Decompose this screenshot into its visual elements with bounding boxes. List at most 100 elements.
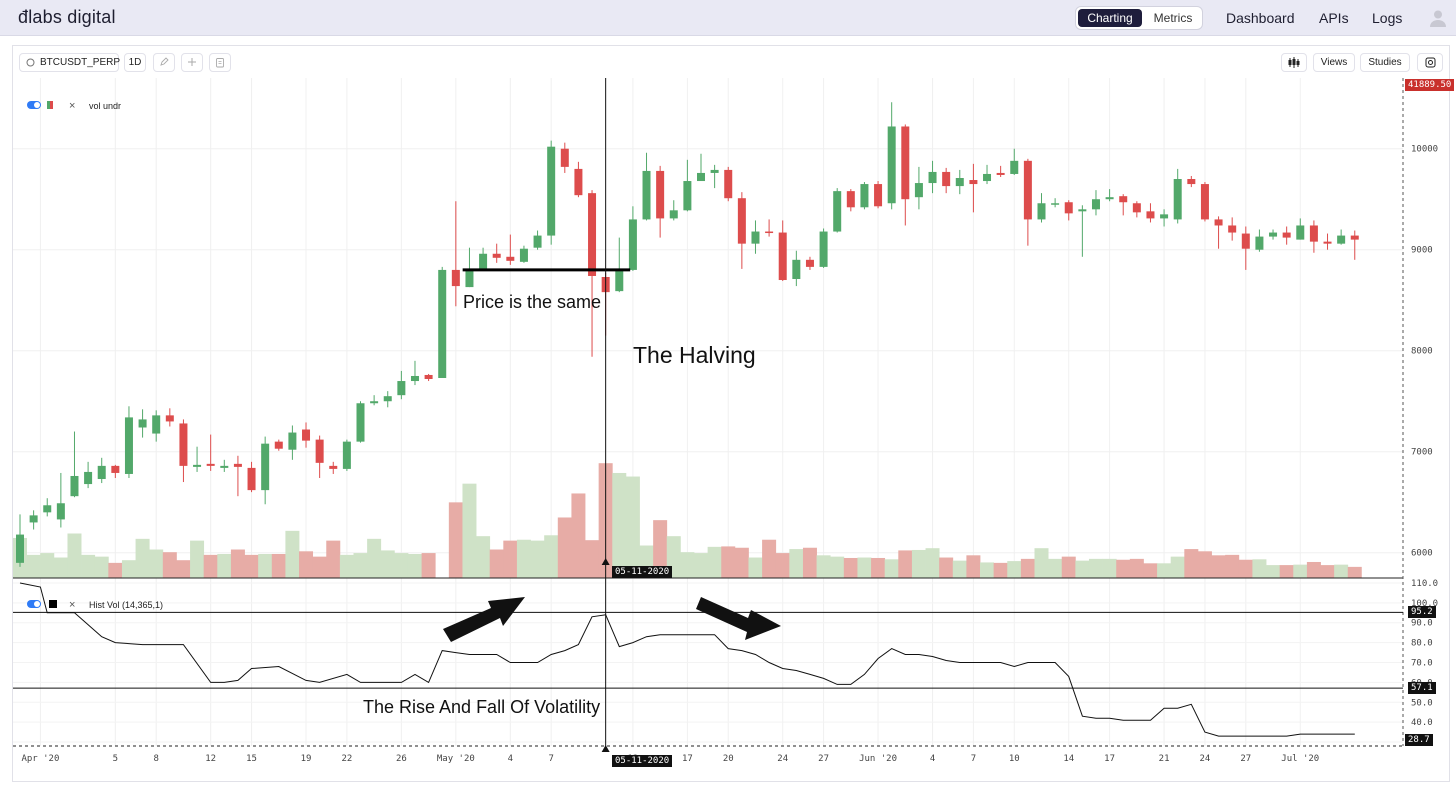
remove-vol-study-icon[interactable]: × [69, 599, 76, 611]
time-axis-tick: Jul '20 [1281, 754, 1319, 764]
price-axis-tick: 7000 [1411, 448, 1433, 458]
candle-body [1309, 225, 1318, 242]
price-pane-background [13, 78, 1403, 578]
candle-body [506, 256, 515, 261]
chart-panel: BTCUSDT_PERP 1D Views Studies 10000 9000 8… [12, 45, 1455, 782]
interval-button[interactable]: 1D [124, 53, 146, 72]
arrow-down-right-icon [696, 597, 781, 640]
time-axis-tick: 7 [548, 754, 553, 764]
candle-body [261, 443, 270, 491]
draw-tool-button[interactable] [153, 53, 175, 72]
price-legend-label: vol undr [89, 101, 122, 111]
candle-body [1010, 160, 1019, 174]
time-axis-tick: 27 [818, 754, 829, 764]
app-logo[interactable]: đlabs digital [18, 7, 116, 27]
nav-dashboard[interactable]: Dashboard [1226, 10, 1295, 26]
volume-bar [939, 557, 954, 578]
chart-type-button[interactable] [1281, 53, 1307, 72]
candle-body [724, 169, 733, 199]
candle-body [1091, 199, 1100, 210]
volume-bar [1116, 559, 1131, 578]
nav-logs[interactable]: Logs [1372, 10, 1403, 26]
candle-body [16, 534, 24, 563]
price-chart[interactable]: 10000 9000 8000 7000 6000 110.0 100.0 90.0 80.0 7… [13, 46, 1449, 781]
volume-bar [952, 560, 967, 578]
volume-bar [830, 556, 845, 578]
volume-bar [1007, 561, 1022, 578]
price-axis-tick: 6000 [1411, 549, 1433, 559]
volume-bar [857, 557, 872, 578]
volume-bar [680, 552, 695, 578]
volume-bar [121, 560, 136, 578]
price-study-toggle[interactable] [27, 101, 41, 109]
vol-color-swatch[interactable] [49, 600, 57, 608]
price-axis-tick: 10000 [1411, 145, 1438, 155]
candle-body [628, 219, 637, 270]
candle-body [519, 248, 528, 262]
candle-body [1037, 203, 1046, 220]
time-axis-tick: 27 [1240, 754, 1251, 764]
candlestick-icon [1288, 57, 1300, 68]
vol-study-toggle[interactable] [27, 600, 41, 608]
candle-body [1255, 236, 1264, 250]
tab-charting[interactable]: Charting [1078, 9, 1142, 27]
camera-icon [1425, 57, 1435, 68]
candle-body [1187, 179, 1196, 185]
vol-axis-tick: 80.0 [1411, 639, 1433, 649]
down-color-swatch[interactable] [50, 101, 53, 109]
nav-apis[interactable]: APIs [1319, 10, 1349, 26]
candle-body [342, 441, 351, 469]
vol-axis-tick: 90.0 [1411, 619, 1433, 629]
user-avatar-icon[interactable] [1428, 8, 1448, 28]
view-segmented-control[interactable]: Charting Metrics [1075, 6, 1203, 30]
time-axis-tick: 21 [1159, 754, 1170, 764]
template-button[interactable] [209, 53, 231, 72]
volume-bar [1020, 558, 1035, 578]
candle-body [588, 193, 597, 276]
volume-bar [1184, 549, 1199, 578]
time-axis-tick: 22 [341, 754, 352, 764]
studies-button[interactable]: Studies [1360, 53, 1410, 72]
time-axis-tick: 10 [1009, 754, 1020, 764]
add-indicator-button[interactable] [181, 53, 203, 72]
time-axis-tick: 17 [1104, 754, 1115, 764]
candle-body [874, 184, 883, 207]
candle-body [124, 417, 133, 474]
volume-bar [721, 546, 736, 578]
candle-body [1323, 241, 1332, 244]
volume-bar [299, 551, 314, 578]
volume-bar [1293, 564, 1308, 578]
volume-bar [367, 538, 382, 578]
candle-body [315, 439, 324, 463]
candle-body [370, 401, 379, 404]
candle-body [955, 178, 964, 187]
candle-body [805, 259, 814, 267]
candle-body [302, 429, 311, 441]
candle-body [329, 465, 338, 469]
candle-body [737, 198, 746, 244]
volume-bar [1197, 551, 1212, 578]
views-button[interactable]: Views [1313, 53, 1355, 72]
volume-bar [1334, 564, 1349, 578]
screenshot-button[interactable] [1417, 53, 1443, 72]
candle-body [1051, 203, 1060, 205]
volume-bar [244, 554, 259, 578]
candle-body [615, 268, 624, 292]
volume-bar [1034, 548, 1049, 578]
time-axis-tick: 19 [301, 754, 312, 764]
candle-body [942, 171, 951, 187]
volume-bar [1306, 561, 1321, 578]
vol-axis-tick: 70.0 [1411, 659, 1433, 669]
candle-body [383, 396, 392, 402]
volume-bar [462, 483, 477, 578]
crosshair-date-tag-axis: 05-11-2020 [612, 755, 673, 767]
candle-body [901, 126, 910, 200]
volume-bar [1170, 556, 1185, 578]
volume-bar [585, 540, 600, 578]
tab-metrics[interactable]: Metrics [1153, 11, 1193, 25]
volume-bar [1157, 563, 1172, 578]
volume-bar [162, 552, 177, 578]
up-color-swatch[interactable] [47, 101, 50, 109]
symbol-search[interactable]: BTCUSDT_PERP [19, 53, 120, 72]
remove-study-icon[interactable]: × [69, 100, 76, 112]
